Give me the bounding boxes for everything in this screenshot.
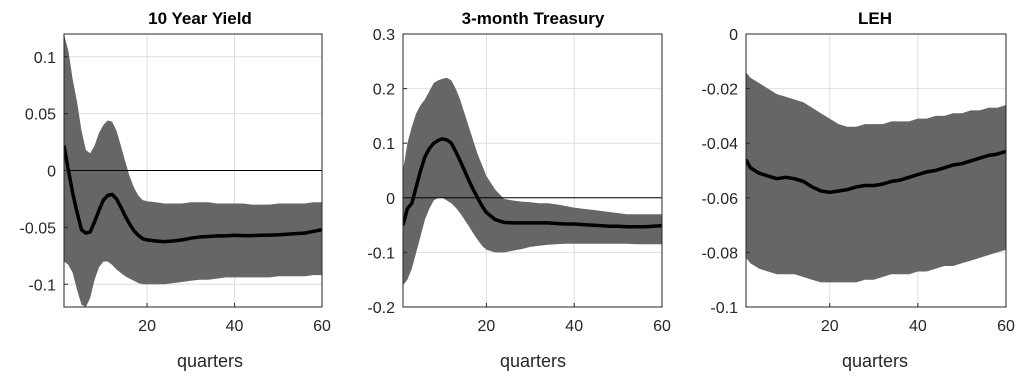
chart-title: 10 Year Yield: [148, 9, 252, 28]
y-tick-label: -0.02: [702, 82, 739, 99]
y-tick-label: -0.08: [702, 245, 739, 262]
median-line: [64, 145, 322, 244]
plot-area: 20 40 60 0.1 0.05 0 -0.05 -0.1: [20, 33, 331, 335]
confidence-band: [64, 34, 322, 307]
x-tick-label: 40: [909, 318, 927, 335]
y-tick-label: -0.04: [702, 136, 739, 153]
x-tick-label: 20: [821, 318, 839, 335]
y-tick-label: -0.1: [367, 245, 395, 262]
median-line: [746, 149, 1006, 195]
panel-3-month-treasury: 3-month Treasury 20 40 60 0.3 0.2 0.1 0 -0.1 -0.…: [367, 9, 671, 371]
x-axis-label: quarters: [177, 351, 243, 371]
confidence-band: [746, 72, 1006, 283]
y-tick-label: 0: [47, 164, 56, 181]
y-tick-label: 0.2: [373, 82, 395, 99]
plot-series: [64, 34, 322, 307]
y-tick-label: -0.1: [28, 277, 56, 294]
median-line: [403, 137, 662, 229]
y-tick-label: -0.05: [20, 220, 57, 237]
x-axis-label: quarters: [500, 351, 566, 371]
plot-series: [403, 77, 662, 286]
y-tick-label: 0.1: [34, 50, 56, 67]
x-tick-label: 60: [313, 318, 331, 335]
y-tick-label: 0.3: [373, 27, 395, 44]
y-tick-label: 0: [729, 27, 738, 44]
chart-title: 3-month Treasury: [462, 9, 605, 28]
panel-leh: LEH 20 40 60 0 -0.02 -0.04 -0.06 -0.08 -0.1 quar…: [702, 9, 1015, 371]
plot-area: 20 40 60 0.3 0.2 0.1 0 -0.1 -0.2: [367, 27, 671, 335]
plot-series: [746, 72, 1006, 283]
x-tick-label: 40: [226, 318, 244, 335]
panel-10-year-yield: 10 Year Yield 20 40 60 0.1 0.05 0 -0.05 -0.1 qu…: [20, 9, 331, 371]
chart-title: LEH: [858, 9, 892, 28]
y-tick-label: 0: [386, 191, 395, 208]
y-tick-label: -0.2: [367, 300, 395, 317]
y-tick-label: 0.1: [373, 136, 395, 153]
axes-box: [402, 33, 663, 308]
y-tick-label: 0.05: [25, 107, 56, 124]
x-tick-label: 40: [565, 318, 583, 335]
y-tick-label: -0.06: [702, 191, 739, 208]
confidence-band: [403, 77, 662, 286]
y-tick-label: -0.1: [710, 300, 738, 317]
x-axis-label: quarters: [842, 351, 908, 371]
plot-area: 20 40 60 0 -0.02 -0.04 -0.06 -0.08 -0.1: [702, 27, 1015, 335]
x-tick-label: 60: [997, 318, 1015, 335]
x-tick-label: 20: [478, 318, 496, 335]
x-tick-label: 60: [653, 318, 671, 335]
x-tick-label: 20: [138, 318, 156, 335]
axes-box: [745, 33, 1007, 308]
